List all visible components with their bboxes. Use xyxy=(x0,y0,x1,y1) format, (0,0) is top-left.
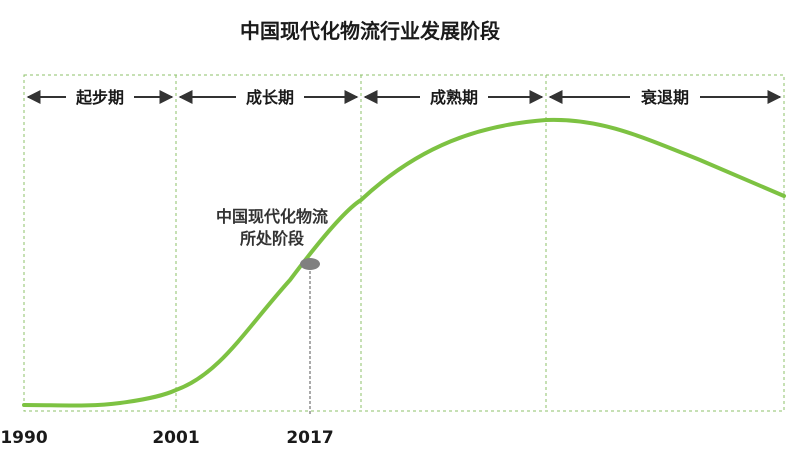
stage-growth-label: 成长期 xyxy=(246,88,294,107)
marker-label-line1: 中国现代化物流 xyxy=(216,207,328,226)
marker-dot xyxy=(300,258,320,270)
stage-decline: 衰退期 xyxy=(548,88,782,107)
stage-startup: 起步期 xyxy=(26,88,174,107)
diagram-title: 中国现代化物流行业发展阶段 xyxy=(240,19,500,43)
stage-decline-label: 衰退期 xyxy=(640,88,689,107)
stage-mature: 成熟期 xyxy=(363,88,544,107)
stage-growth: 成长期 xyxy=(178,88,359,107)
stage-startup-label: 起步期 xyxy=(75,88,124,107)
year-label-2017: 2017 xyxy=(286,428,333,448)
current-stage-marker: 中国现代化物流 所处阶段 xyxy=(216,207,328,414)
lifecycle-curve xyxy=(22,117,786,408)
marker-label-line2: 所处阶段 xyxy=(240,229,305,248)
year-label-1990: 1990 xyxy=(0,428,47,448)
outer-frame xyxy=(23,74,785,412)
stage-mature-label: 成熟期 xyxy=(430,88,478,107)
year-label-2001: 2001 xyxy=(152,428,199,448)
